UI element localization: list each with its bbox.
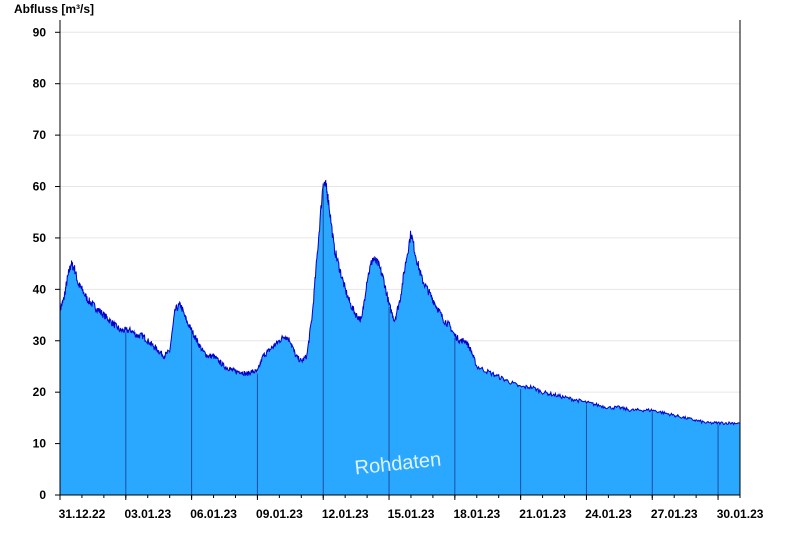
x-tick-label-09.01.23: 09.01.23 — [256, 507, 303, 521]
y-tick-label-90: 90 — [33, 25, 47, 39]
y-tick-label-70: 70 — [33, 128, 47, 142]
x-axis-ticks: 31.12.22 03.01.23 06.01.23 09.01.23 12.01.23… — [59, 495, 764, 521]
y-tick-label-10: 10 — [33, 437, 47, 451]
y-axis-title: Abfluss [m³/s] — [14, 2, 94, 16]
x-tick-label-15.01.23: 15.01.23 — [388, 507, 435, 521]
x-tick-label-27.01.23: 27.01.23 — [651, 507, 698, 521]
discharge-line — [59, 179, 741, 426]
x-tick-label-03.01.23: 03.01.23 — [124, 507, 171, 521]
y-tick-label-80: 80 — [33, 77, 47, 91]
y-tick-label-30: 30 — [33, 334, 47, 348]
x-tick-label-12.01.23: 12.01.23 — [322, 507, 369, 521]
x-tick-label-06.01.23: 06.01.23 — [190, 507, 237, 521]
y-tick-label-50: 50 — [33, 231, 47, 245]
y-tick-label-20: 20 — [33, 385, 47, 399]
discharge-area — [60, 180, 740, 495]
x-tick-label-18.01.23: 18.01.23 — [453, 507, 500, 521]
y-tick-label-60: 60 — [33, 180, 47, 194]
date-separator-lines — [125, 183, 719, 495]
axes — [59, 20, 741, 496]
x-tick-label-24.01.23: 24.01.23 — [585, 507, 632, 521]
y-axis-ticks: 0 10 20 30 40 50 60 70 80 90 — [33, 25, 60, 502]
y-tick-label-0: 0 — [39, 488, 46, 502]
x-tick-label-31.12.22: 31.12.22 — [59, 507, 106, 521]
x-tick-label-21.01.23: 21.01.23 — [519, 507, 566, 521]
y-tick-label-40: 40 — [33, 282, 47, 296]
x-tick-label-30.01.23: 30.01.23 — [717, 507, 764, 521]
